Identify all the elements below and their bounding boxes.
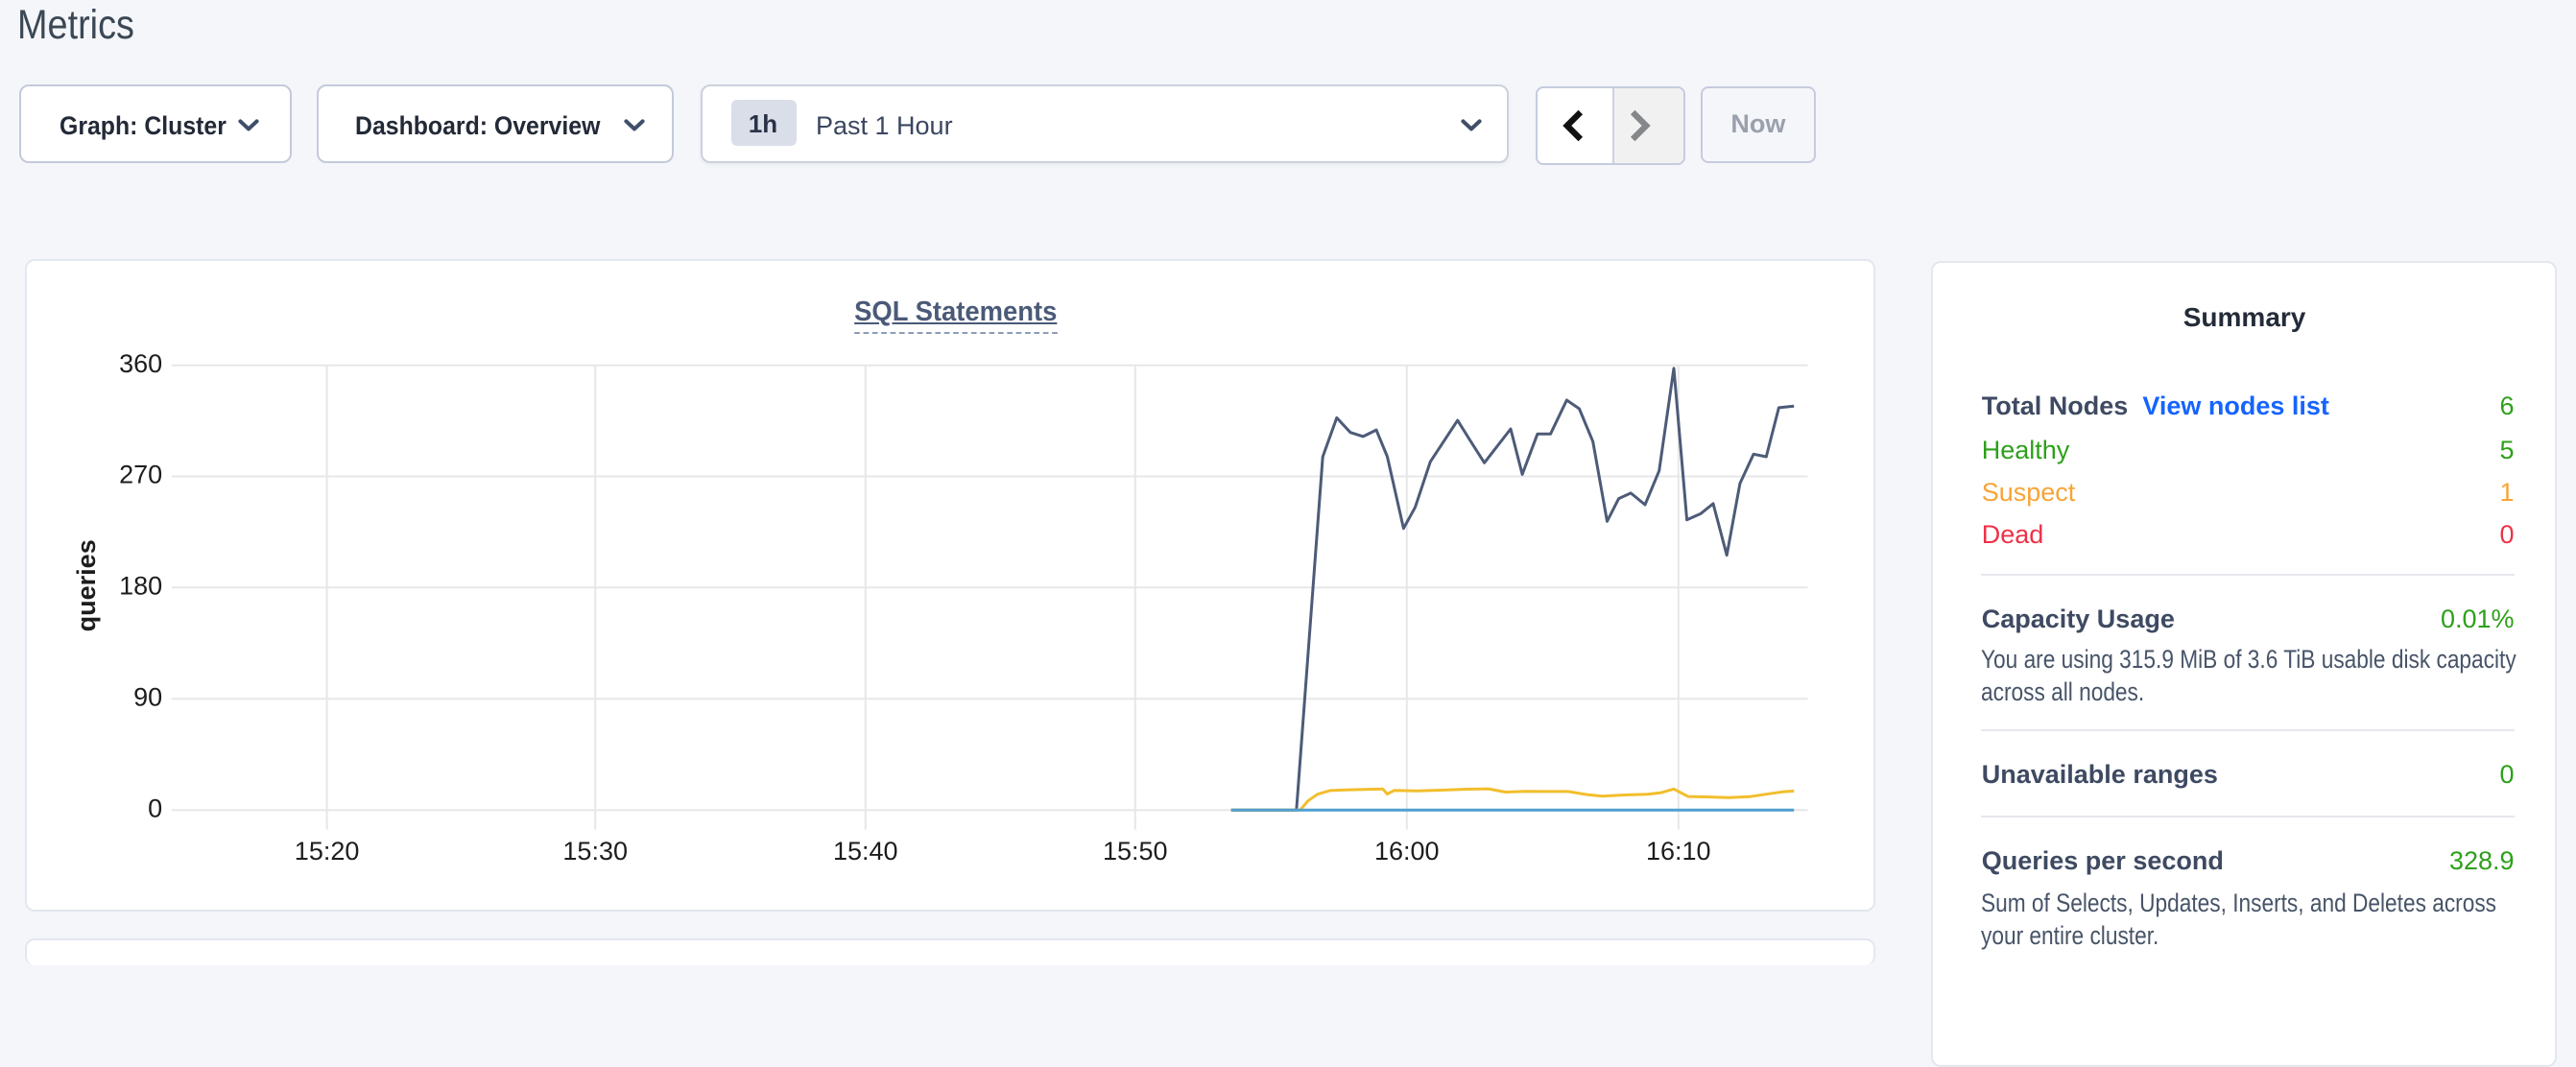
svg-text:360: 360 [119,349,162,378]
svg-text:0: 0 [148,794,162,823]
svg-text:queries: queries [72,539,101,631]
svg-text:15:30: 15:30 [562,837,628,865]
svg-text:15:50: 15:50 [1103,837,1168,865]
svg-text:16:10: 16:10 [1646,837,1711,865]
svg-text:90: 90 [133,683,162,712]
svg-text:270: 270 [119,461,162,489]
svg-text:16:00: 16:00 [1374,837,1440,865]
svg-text:180: 180 [119,572,162,601]
svg-text:15:40: 15:40 [833,837,898,865]
svg-text:15:20: 15:20 [295,837,360,865]
